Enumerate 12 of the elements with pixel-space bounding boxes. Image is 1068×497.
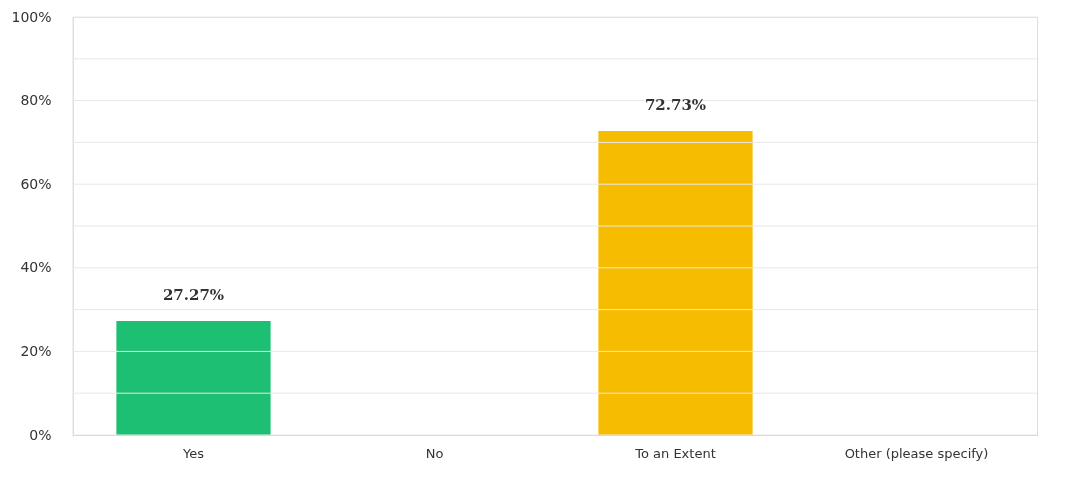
y-tick-label: 80% — [20, 92, 52, 109]
data-label: 72.73% — [644, 95, 707, 114]
data-label: 27.27% — [162, 286, 225, 305]
y-tick-label: 40% — [20, 259, 52, 276]
x-tick-label: No — [425, 445, 444, 461]
y-tick-label: 20% — [20, 342, 52, 359]
y-tick-label: 100% — [11, 8, 52, 25]
y-tick-label: 60% — [20, 175, 52, 192]
x-tick-label: Other (please specify) — [844, 445, 989, 461]
y-tick-label: 0% — [29, 426, 52, 443]
x-tick-label: Yes — [182, 445, 205, 461]
x-tick-label: To an Extent — [634, 445, 716, 461]
